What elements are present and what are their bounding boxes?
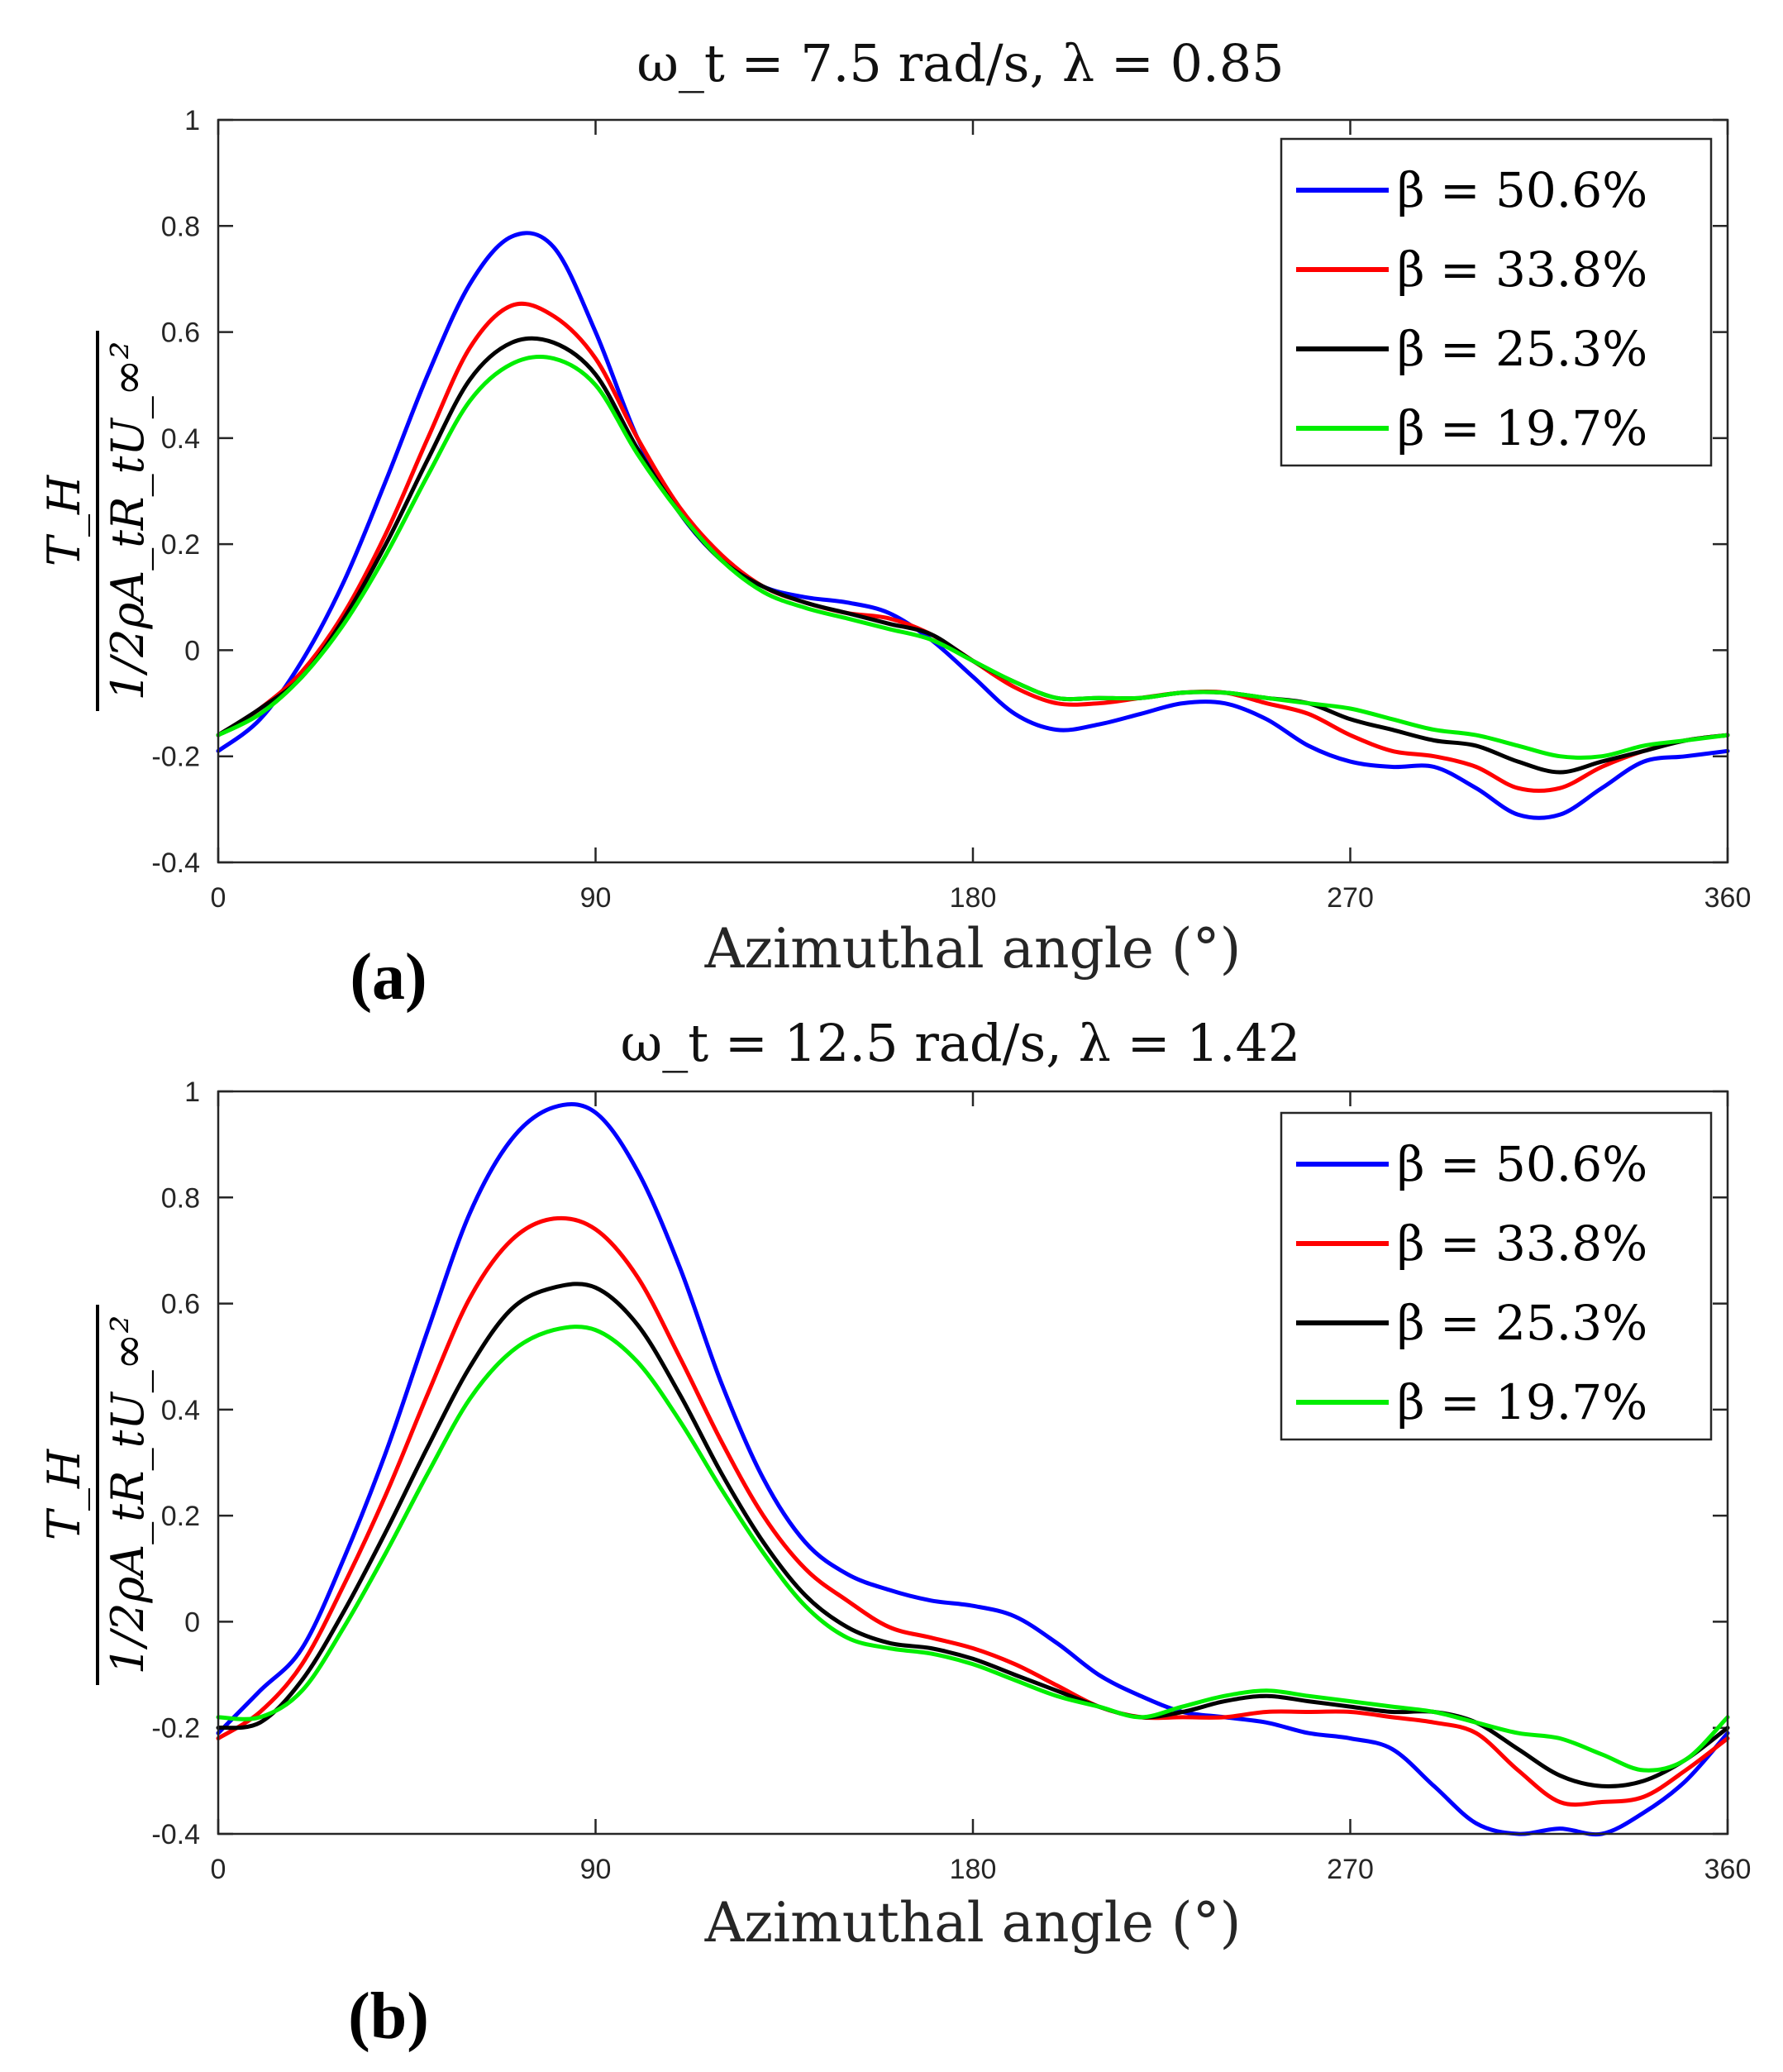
chart-b-xlabel: Azimuthal angle (°) bbox=[704, 1891, 1242, 1955]
chart-a-ylabel-numerator: T_H bbox=[38, 475, 90, 566]
chart-b-ytick-label-6: 0.8 bbox=[161, 1182, 200, 1214]
chart-a-ytick-label-5: 0.6 bbox=[161, 317, 200, 349]
chart-a-ytick-label-1: -0.2 bbox=[151, 742, 200, 773]
chart-b-xtick-label-3: 270 bbox=[1327, 1854, 1374, 1885]
chart-a-legend-label-0: β = 50.6% bbox=[1397, 162, 1647, 218]
chart-b-ytick-label-5: 0.6 bbox=[161, 1289, 200, 1320]
chart-a-xtick-label-4: 360 bbox=[1704, 882, 1752, 914]
chart-b-panel-label: (b) bbox=[348, 1980, 429, 2053]
figure: ω_t = 7.5 rad/s, λ = 0.85 T_H 1/2ρA_tR_t… bbox=[0, 0, 1783, 2072]
chart-a-ylabel-denominator: 1/2ρA_tR_tU_∞² bbox=[102, 341, 154, 701]
chart-a-xtick-label-0: 0 bbox=[211, 882, 226, 914]
chart-a-ytick-label-4: 0.4 bbox=[161, 423, 200, 455]
chart-b-ytick-label-2: 0 bbox=[184, 1607, 200, 1638]
chart-a-legend-label-2: β = 25.3% bbox=[1397, 321, 1647, 377]
chart-b-ytick-label-0: -0.4 bbox=[151, 1819, 200, 1850]
chart-a-legend-label-1: β = 33.8% bbox=[1397, 241, 1647, 298]
chart-a-ytick-label-6: 0.8 bbox=[161, 211, 200, 242]
chart-a-ytick-label-2: 0 bbox=[184, 635, 200, 666]
chart-b-legend-label-0: β = 50.6% bbox=[1397, 1136, 1647, 1192]
chart-b-legend-label-3: β = 19.7% bbox=[1397, 1374, 1647, 1430]
chart-b-legend-label-1: β = 33.8% bbox=[1397, 1215, 1647, 1272]
chart-a-title: ω_t = 7.5 rad/s, λ = 0.85 bbox=[636, 33, 1284, 93]
chart-a-xtick-label-1: 90 bbox=[580, 882, 612, 914]
chart-b-legend: β = 50.6% β = 33.8% β = 25.3% β = 19.7% bbox=[1281, 1113, 1711, 1439]
chart-b-legend-label-2: β = 25.3% bbox=[1397, 1295, 1647, 1351]
chart-a-xtick-label-2: 180 bbox=[950, 882, 997, 914]
chart-a-ytick-label-0: -0.4 bbox=[151, 847, 200, 879]
chart-b-xtick-label-2: 180 bbox=[950, 1854, 997, 1885]
chart-b-xtick-label-0: 0 bbox=[211, 1854, 226, 1885]
chart-a-ytick-label-3: 0.2 bbox=[161, 529, 200, 561]
chart-b-ylabel-denominator: 1/2ρA_tR_tU_∞² bbox=[102, 1315, 154, 1675]
chart-b-ytick-label-3: 0.2 bbox=[161, 1501, 200, 1532]
chart-b-ytick-label-7: 1 bbox=[184, 1077, 200, 1108]
chart-a-ytick-label-7: 1 bbox=[184, 105, 200, 136]
chart-a-legend-label-3: β = 19.7% bbox=[1397, 400, 1647, 456]
chart-a-xtick-label-3: 270 bbox=[1327, 882, 1374, 914]
chart-b-ytick-label-1: -0.2 bbox=[151, 1713, 200, 1745]
chart-b-ylabel-numerator: T_H bbox=[38, 1449, 90, 1540]
chart-a-panel-label: (a) bbox=[350, 941, 427, 1014]
chart-a-xlabel: Azimuthal angle (°) bbox=[704, 917, 1242, 981]
chart-b-title: ω_t = 12.5 rad/s, λ = 1.42 bbox=[621, 1013, 1301, 1073]
chart-b-xtick-label-1: 90 bbox=[580, 1854, 612, 1885]
chart-b-ytick-label-4: 0.4 bbox=[161, 1395, 200, 1426]
chart-a-legend: β = 50.6% β = 33.8% β = 25.3% β = 19.7% bbox=[1281, 139, 1711, 465]
chart-b-xtick-label-4: 360 bbox=[1704, 1854, 1752, 1885]
